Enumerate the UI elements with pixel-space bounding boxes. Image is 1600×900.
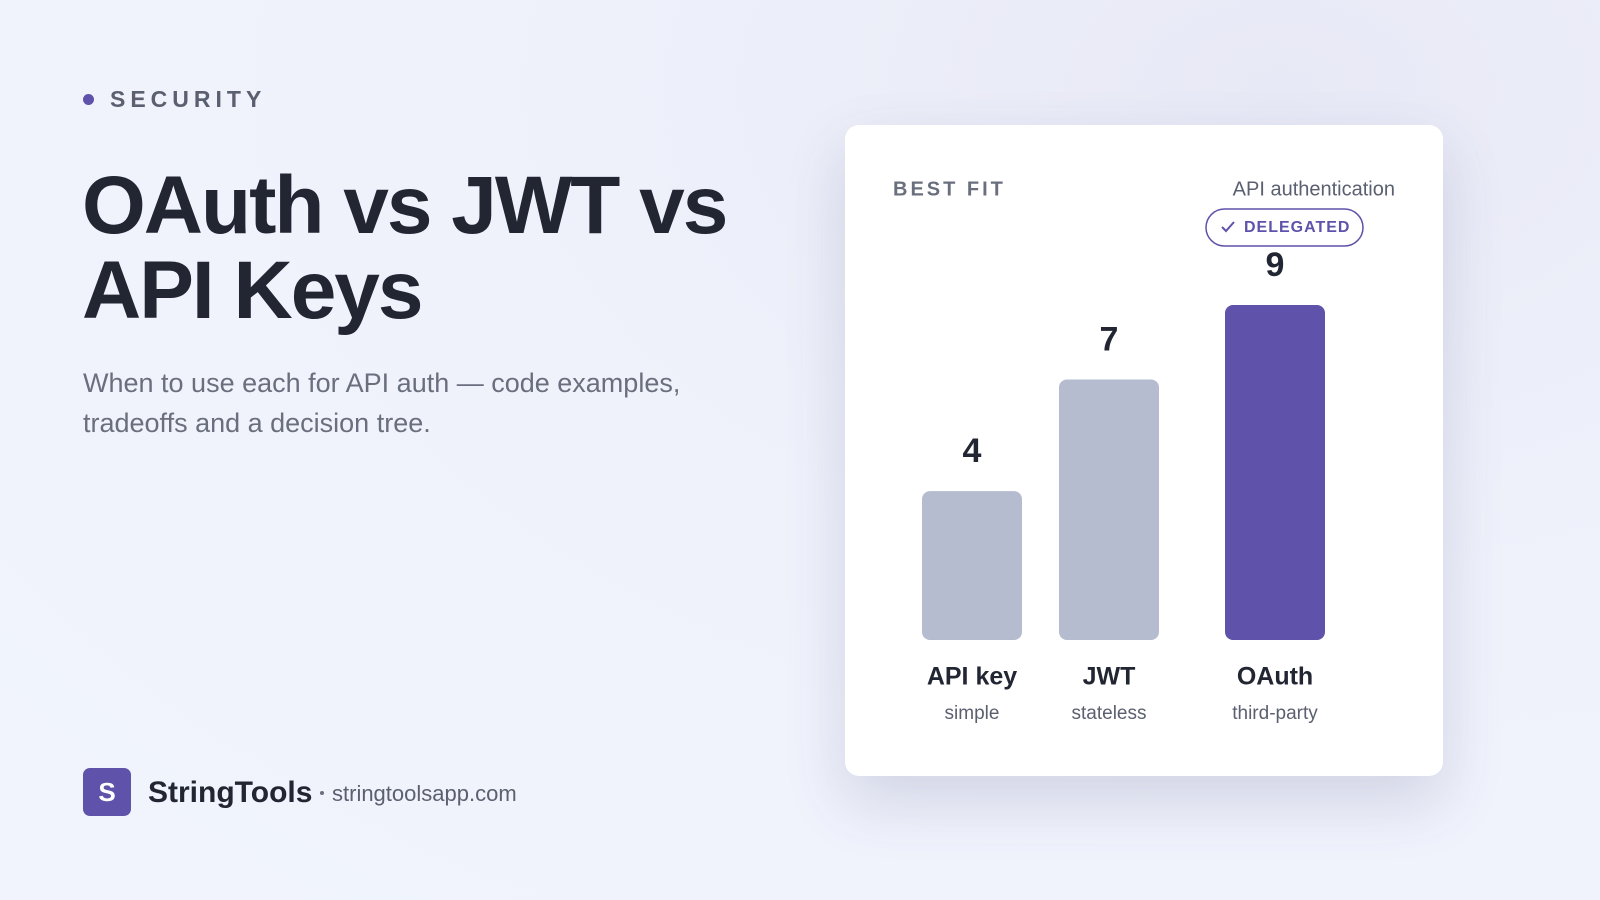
value-label: 9 xyxy=(1266,246,1285,284)
category-note: stateless xyxy=(1072,703,1147,724)
subtitle-line: When to use each for API auth — code exa… xyxy=(83,368,681,398)
category-label: JWT xyxy=(1083,663,1136,691)
bar xyxy=(1225,305,1325,640)
bar xyxy=(1059,379,1159,640)
category-note: third-party xyxy=(1232,703,1318,724)
logo: S xyxy=(83,768,131,816)
brand-name: StringTools xyxy=(148,776,313,809)
category-label: OAuth xyxy=(1237,663,1313,691)
chart: BEST FIT API authentication DELEGATED 4 A… xyxy=(893,178,1395,724)
chart-card: BEST FIT API authentication DELEGATED 4 A… xyxy=(845,125,1443,776)
eyebrow-dot xyxy=(83,94,94,105)
title-line: API Keys xyxy=(82,245,424,336)
bar xyxy=(922,491,1022,640)
eyebrow: SECURITY xyxy=(110,86,267,112)
badge-check xyxy=(1221,221,1235,233)
separator-dot xyxy=(320,791,324,795)
title-line: OAuth vs JWT vs xyxy=(82,160,728,251)
brand-domain[interactable]: stringtoolsapp.com xyxy=(332,781,517,806)
category-note: simple xyxy=(945,703,1000,724)
chart-title: BEST FIT xyxy=(893,178,1006,200)
value-label: 7 xyxy=(1100,320,1119,358)
chart-subtitle: API authentication xyxy=(1233,178,1395,200)
badge xyxy=(1205,208,1364,247)
category-label: API key xyxy=(927,663,1017,691)
badge-label: DELEGATED xyxy=(1244,219,1350,236)
subtitle-line: tradeoffs and a decision tree. xyxy=(83,408,431,438)
value-label: 4 xyxy=(963,432,982,470)
